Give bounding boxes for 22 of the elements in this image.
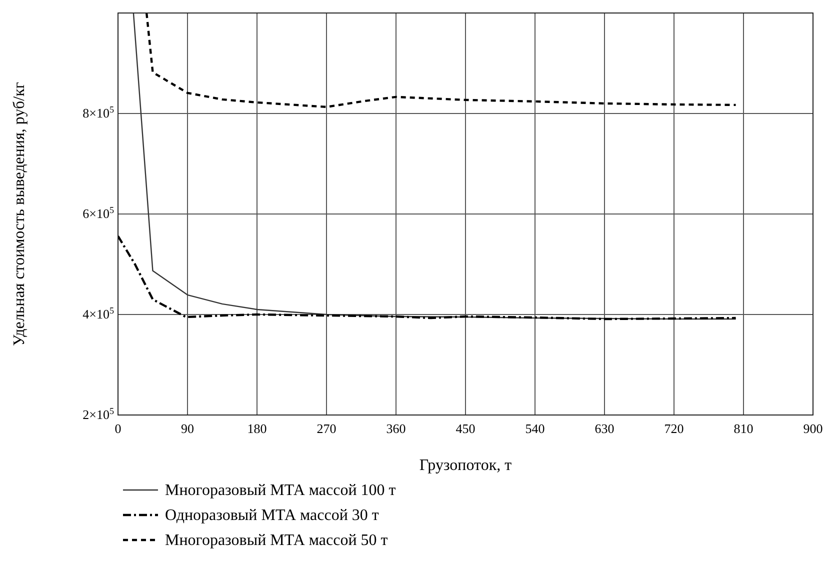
x-tick-label: 450 <box>456 421 476 436</box>
y-tick-label: 4×10$^{5}$ <box>82 306 114 322</box>
y-tick-label: 8×10$^{5}$ <box>82 104 114 120</box>
x-tick-label: 720 <box>664 421 684 436</box>
x-tick-label: 180 <box>247 421 267 436</box>
x-tick-label: 900 <box>803 421 823 436</box>
x-axis-title: Грузопоток, т <box>419 457 512 474</box>
x-tick-label: 90 <box>181 421 194 436</box>
x-tick-label: 810 <box>734 421 754 436</box>
legend-label: Одноразовый МТА массой 30 т <box>165 507 379 524</box>
x-tick-label: 0 <box>114 421 122 436</box>
y-tick-label: 6×10$^{5}$ <box>82 205 114 221</box>
line-series <box>145 13 737 108</box>
y-axis-title: Удельная стоимость выведения, руб/кг <box>11 82 28 346</box>
line-series <box>118 235 737 320</box>
x-tick-label: 360 <box>386 421 406 436</box>
y-tick-label: 2×10$^{5}$ <box>82 406 114 422</box>
x-tick-label: 630 <box>594 421 614 436</box>
legend-label: Многоразовый МТА массой 100 т <box>165 482 396 499</box>
x-tick-label: 540 <box>525 421 545 436</box>
legend-label: Многоразовый МТА массой 50 т <box>165 532 388 549</box>
x-tick-label: 270 <box>316 421 336 436</box>
